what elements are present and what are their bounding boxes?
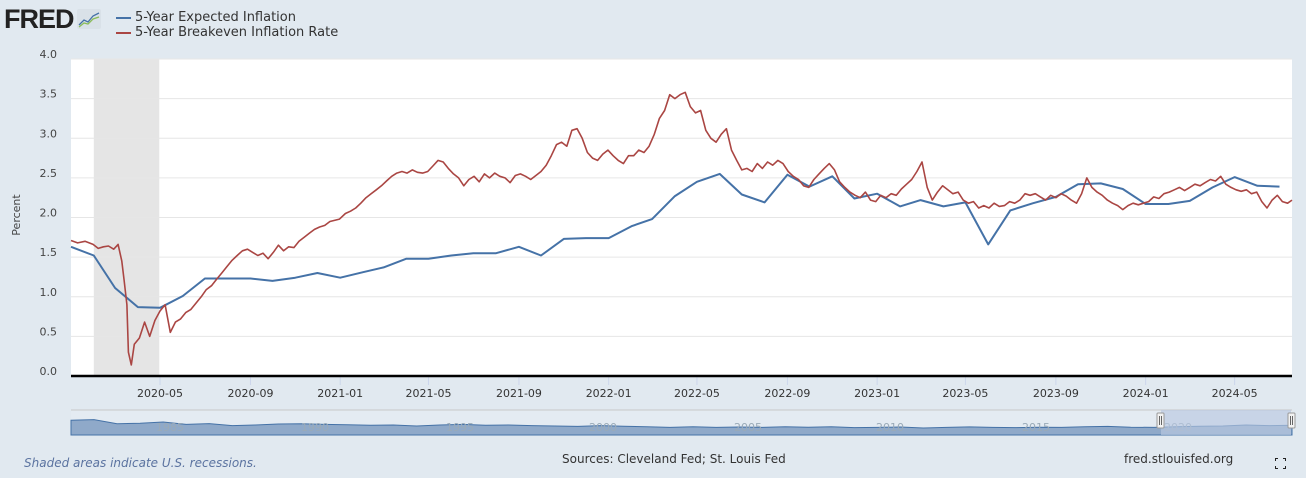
- y-tick-label: 3.5: [40, 88, 58, 101]
- y-tick-label: 2.5: [40, 167, 58, 180]
- x-tick-label: 2020-05: [137, 387, 183, 400]
- x-tick-label: 2024-01: [1123, 387, 1169, 400]
- chart-line-icon: [76, 9, 101, 29]
- navigator-handle-left[interactable]: [1156, 412, 1165, 429]
- legend-swatch-expected: [116, 16, 131, 19]
- chart-legend: 5-Year Expected Inflation 5-Year Breakev…: [116, 10, 338, 40]
- series-line-expected-inflation[interactable]: [70, 172, 1280, 309]
- grid-layer: [71, 58, 1292, 337]
- y-tick-label: 0.0: [40, 365, 58, 378]
- x-tick-label: 2023-05: [942, 387, 988, 400]
- navigator-area: [70, 419, 1293, 436]
- legend-item-breakeven[interactable]: 5-Year Breakeven Inflation Rate: [116, 25, 338, 40]
- x-tick-label: 2022-09: [764, 387, 810, 400]
- navigator-label: 2015: [1022, 421, 1050, 434]
- y-tick-label: 3.0: [40, 127, 58, 140]
- x-tick-label: 2021-01: [317, 387, 363, 400]
- y-tick-label: 4.0: [40, 48, 58, 61]
- sources-text: Sources: Cleveland Fed; St. Louis Fed: [562, 452, 786, 466]
- y-tick-label: 0.5: [40, 325, 58, 338]
- navigator-label: 2010: [876, 421, 904, 434]
- legend-label-expected: 5-Year Expected Inflation: [135, 10, 296, 25]
- navigator-selection[interactable]: [1161, 410, 1291, 435]
- series-layer: [70, 91, 1293, 366]
- legend-item-expected[interactable]: 5-Year Expected Inflation: [116, 10, 338, 25]
- legend-swatch-breakeven: [116, 31, 131, 34]
- navigator[interactable]: 19851990199520002005201020152020: [70, 409, 1296, 436]
- y-axis-label: Percent: [10, 194, 23, 236]
- x-tick-label: 2022-05: [674, 387, 720, 400]
- x-tick-label: 2020-09: [227, 387, 273, 400]
- navigator-label: 2005: [734, 421, 762, 434]
- fred-url-link[interactable]: fred.stlouisfed.org: [1124, 452, 1234, 466]
- fred-logo[interactable]: FRED: [4, 4, 101, 34]
- navigator-handle-right[interactable]: [1287, 412, 1296, 429]
- recession-note: Shaded areas indicate U.S. recessions.: [24, 456, 257, 470]
- series-line-breakeven-inflation[interactable]: [70, 91, 1293, 366]
- navigator-label: 1985: [156, 421, 184, 434]
- legend-label-breakeven: 5-Year Breakeven Inflation Rate: [135, 25, 339, 40]
- navigator-label: 1990: [301, 421, 329, 434]
- fullscreen-icon[interactable]: [1275, 458, 1286, 469]
- x-tick-label: 2023-01: [854, 387, 900, 400]
- x-tick-label: 2023-09: [1033, 387, 1079, 400]
- y-tick-label: 1.0: [40, 286, 58, 299]
- x-tick-label: 2021-05: [405, 387, 451, 400]
- fred-logo-text: FRED: [4, 3, 74, 34]
- x-tick-label: 2021-09: [496, 387, 542, 400]
- navigator-label: 2000: [589, 421, 617, 434]
- navigator-label: 1995: [446, 421, 474, 434]
- y-tick-label: 2.0: [40, 207, 58, 220]
- x-tick-label: 2024-05: [1212, 387, 1258, 400]
- x-tick-label: 2022-01: [586, 387, 632, 400]
- x-axis: 2020-05 2020-09 2021-01 2021-05 2021-09 2022-…: [137, 376, 1258, 400]
- y-tick-label: 1.5: [40, 246, 58, 259]
- y-axis: 0.0 0.5 1.0 1.5 2.0 2.5 3.0 3.5 4.0: [40, 48, 58, 378]
